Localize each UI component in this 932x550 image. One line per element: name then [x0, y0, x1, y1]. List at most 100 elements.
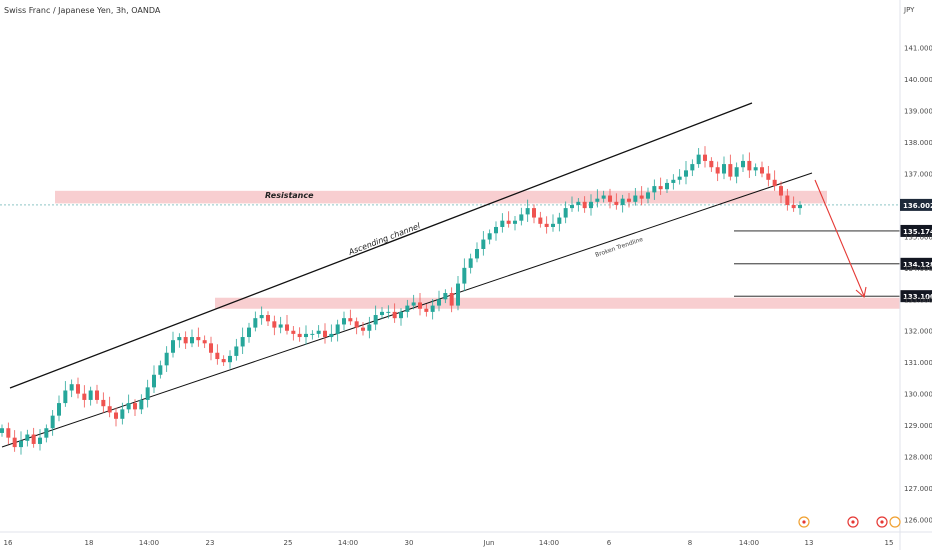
channel-label: Ascending channel	[347, 221, 423, 257]
candle-body	[291, 330, 296, 334]
candle-body	[107, 406, 112, 413]
price-tick: 141.000	[904, 45, 932, 53]
time-tick: 30	[405, 539, 414, 547]
candle-body	[139, 399, 144, 410]
candle-body	[120, 409, 125, 419]
candle-body	[671, 179, 676, 183]
candle-body	[582, 201, 587, 209]
last-price-value: 136.002	[903, 202, 932, 210]
candles	[0, 146, 802, 455]
candle-body	[342, 318, 346, 325]
event-icon[interactable]	[889, 516, 901, 528]
candle-body	[234, 346, 239, 356]
candle-body	[0, 428, 4, 433]
candle-body	[798, 204, 802, 209]
candle-body	[462, 267, 467, 284]
candle-body	[335, 324, 340, 334]
candle-body	[6, 428, 11, 438]
candle-body	[133, 403, 137, 410]
candle-body	[95, 390, 99, 400]
price-tick: 137.000	[904, 171, 932, 179]
candle-body	[272, 321, 277, 328]
candle-body	[266, 315, 270, 322]
candle-body	[209, 343, 213, 353]
candle-body	[367, 324, 372, 331]
price-tick: 130.000	[904, 391, 932, 399]
support-zone	[215, 297, 900, 309]
time-tick: 18	[85, 539, 94, 547]
price-tick: 128.000	[904, 454, 932, 462]
candle-body	[500, 220, 505, 227]
price-tick: 133.000	[904, 296, 932, 304]
time-tick: 6	[607, 539, 612, 547]
candle-body	[31, 434, 36, 444]
candle-body	[221, 359, 226, 363]
candle-body	[190, 337, 194, 344]
candle-body	[519, 214, 524, 221]
candle-body	[114, 412, 118, 419]
candle-body	[405, 305, 410, 312]
candle-body	[316, 330, 321, 334]
candle-body	[278, 324, 283, 328]
target-level-value: 134.128	[903, 261, 932, 269]
candle-body	[494, 226, 498, 234]
candle-body	[424, 308, 429, 312]
arrow-head	[855, 286, 867, 299]
price-tick: 138.000	[904, 139, 932, 147]
time-tick: 15	[885, 539, 894, 547]
candle-body	[753, 167, 758, 171]
candle-body	[177, 337, 182, 341]
candle-body	[57, 403, 61, 416]
candle-body	[171, 340, 175, 353]
candle-body	[285, 324, 289, 331]
price-tick: 132.000	[904, 328, 932, 336]
time-axis: 16 18 14:00 23 25 14:00 30 Jun 14:00 6 8 14:00 13 15	[4, 539, 894, 547]
candle-body	[101, 399, 106, 407]
candle-body	[392, 311, 397, 319]
candle-body	[430, 305, 435, 312]
target-level-badge	[900, 224, 932, 237]
target-level-badge	[900, 290, 932, 303]
candle-body	[145, 387, 150, 400]
candle-body	[665, 182, 669, 190]
candle-body	[437, 299, 441, 306]
candle-body	[760, 167, 764, 174]
candle-body	[310, 333, 315, 335]
candle-body	[354, 321, 359, 328]
target-level-value: 135.174	[903, 228, 932, 236]
candle-body	[658, 186, 663, 190]
target-level-value: 133.100	[903, 293, 932, 301]
price-tick: 139.000	[904, 108, 932, 116]
price-tick: 135.000	[904, 233, 932, 241]
candle-body	[304, 333, 308, 338]
trendline-label: Broken Trendline	[594, 236, 644, 259]
candle-body	[25, 434, 30, 441]
candle-body	[747, 160, 752, 171]
resistance-zone	[55, 190, 827, 204]
candle-body	[627, 198, 631, 202]
candle-body	[152, 374, 156, 388]
time-tick: 13	[805, 539, 814, 547]
time-tick: 23	[206, 539, 215, 547]
candle-body	[164, 352, 169, 366]
candle-body	[69, 384, 74, 391]
candle-body	[386, 311, 391, 313]
time-tick: 14:00	[139, 539, 159, 547]
candle-body	[12, 437, 17, 448]
price-axis: 126.000 127.000 128.000 129.000 130.000 131.0…	[904, 45, 932, 525]
price-tick: 140.000	[904, 76, 932, 84]
candle-body	[513, 220, 517, 224]
currency-label: JPY	[903, 6, 915, 14]
candle-body	[551, 223, 555, 227]
candle-body	[247, 327, 251, 338]
candle-body	[183, 337, 188, 344]
candle-body	[728, 164, 733, 177]
candle-body	[589, 201, 593, 209]
candle-body	[88, 390, 93, 400]
candle-body	[772, 179, 777, 187]
candle-body	[38, 437, 42, 444]
candle-body	[487, 233, 492, 240]
candle-body	[791, 204, 796, 209]
candle-body	[525, 208, 530, 215]
